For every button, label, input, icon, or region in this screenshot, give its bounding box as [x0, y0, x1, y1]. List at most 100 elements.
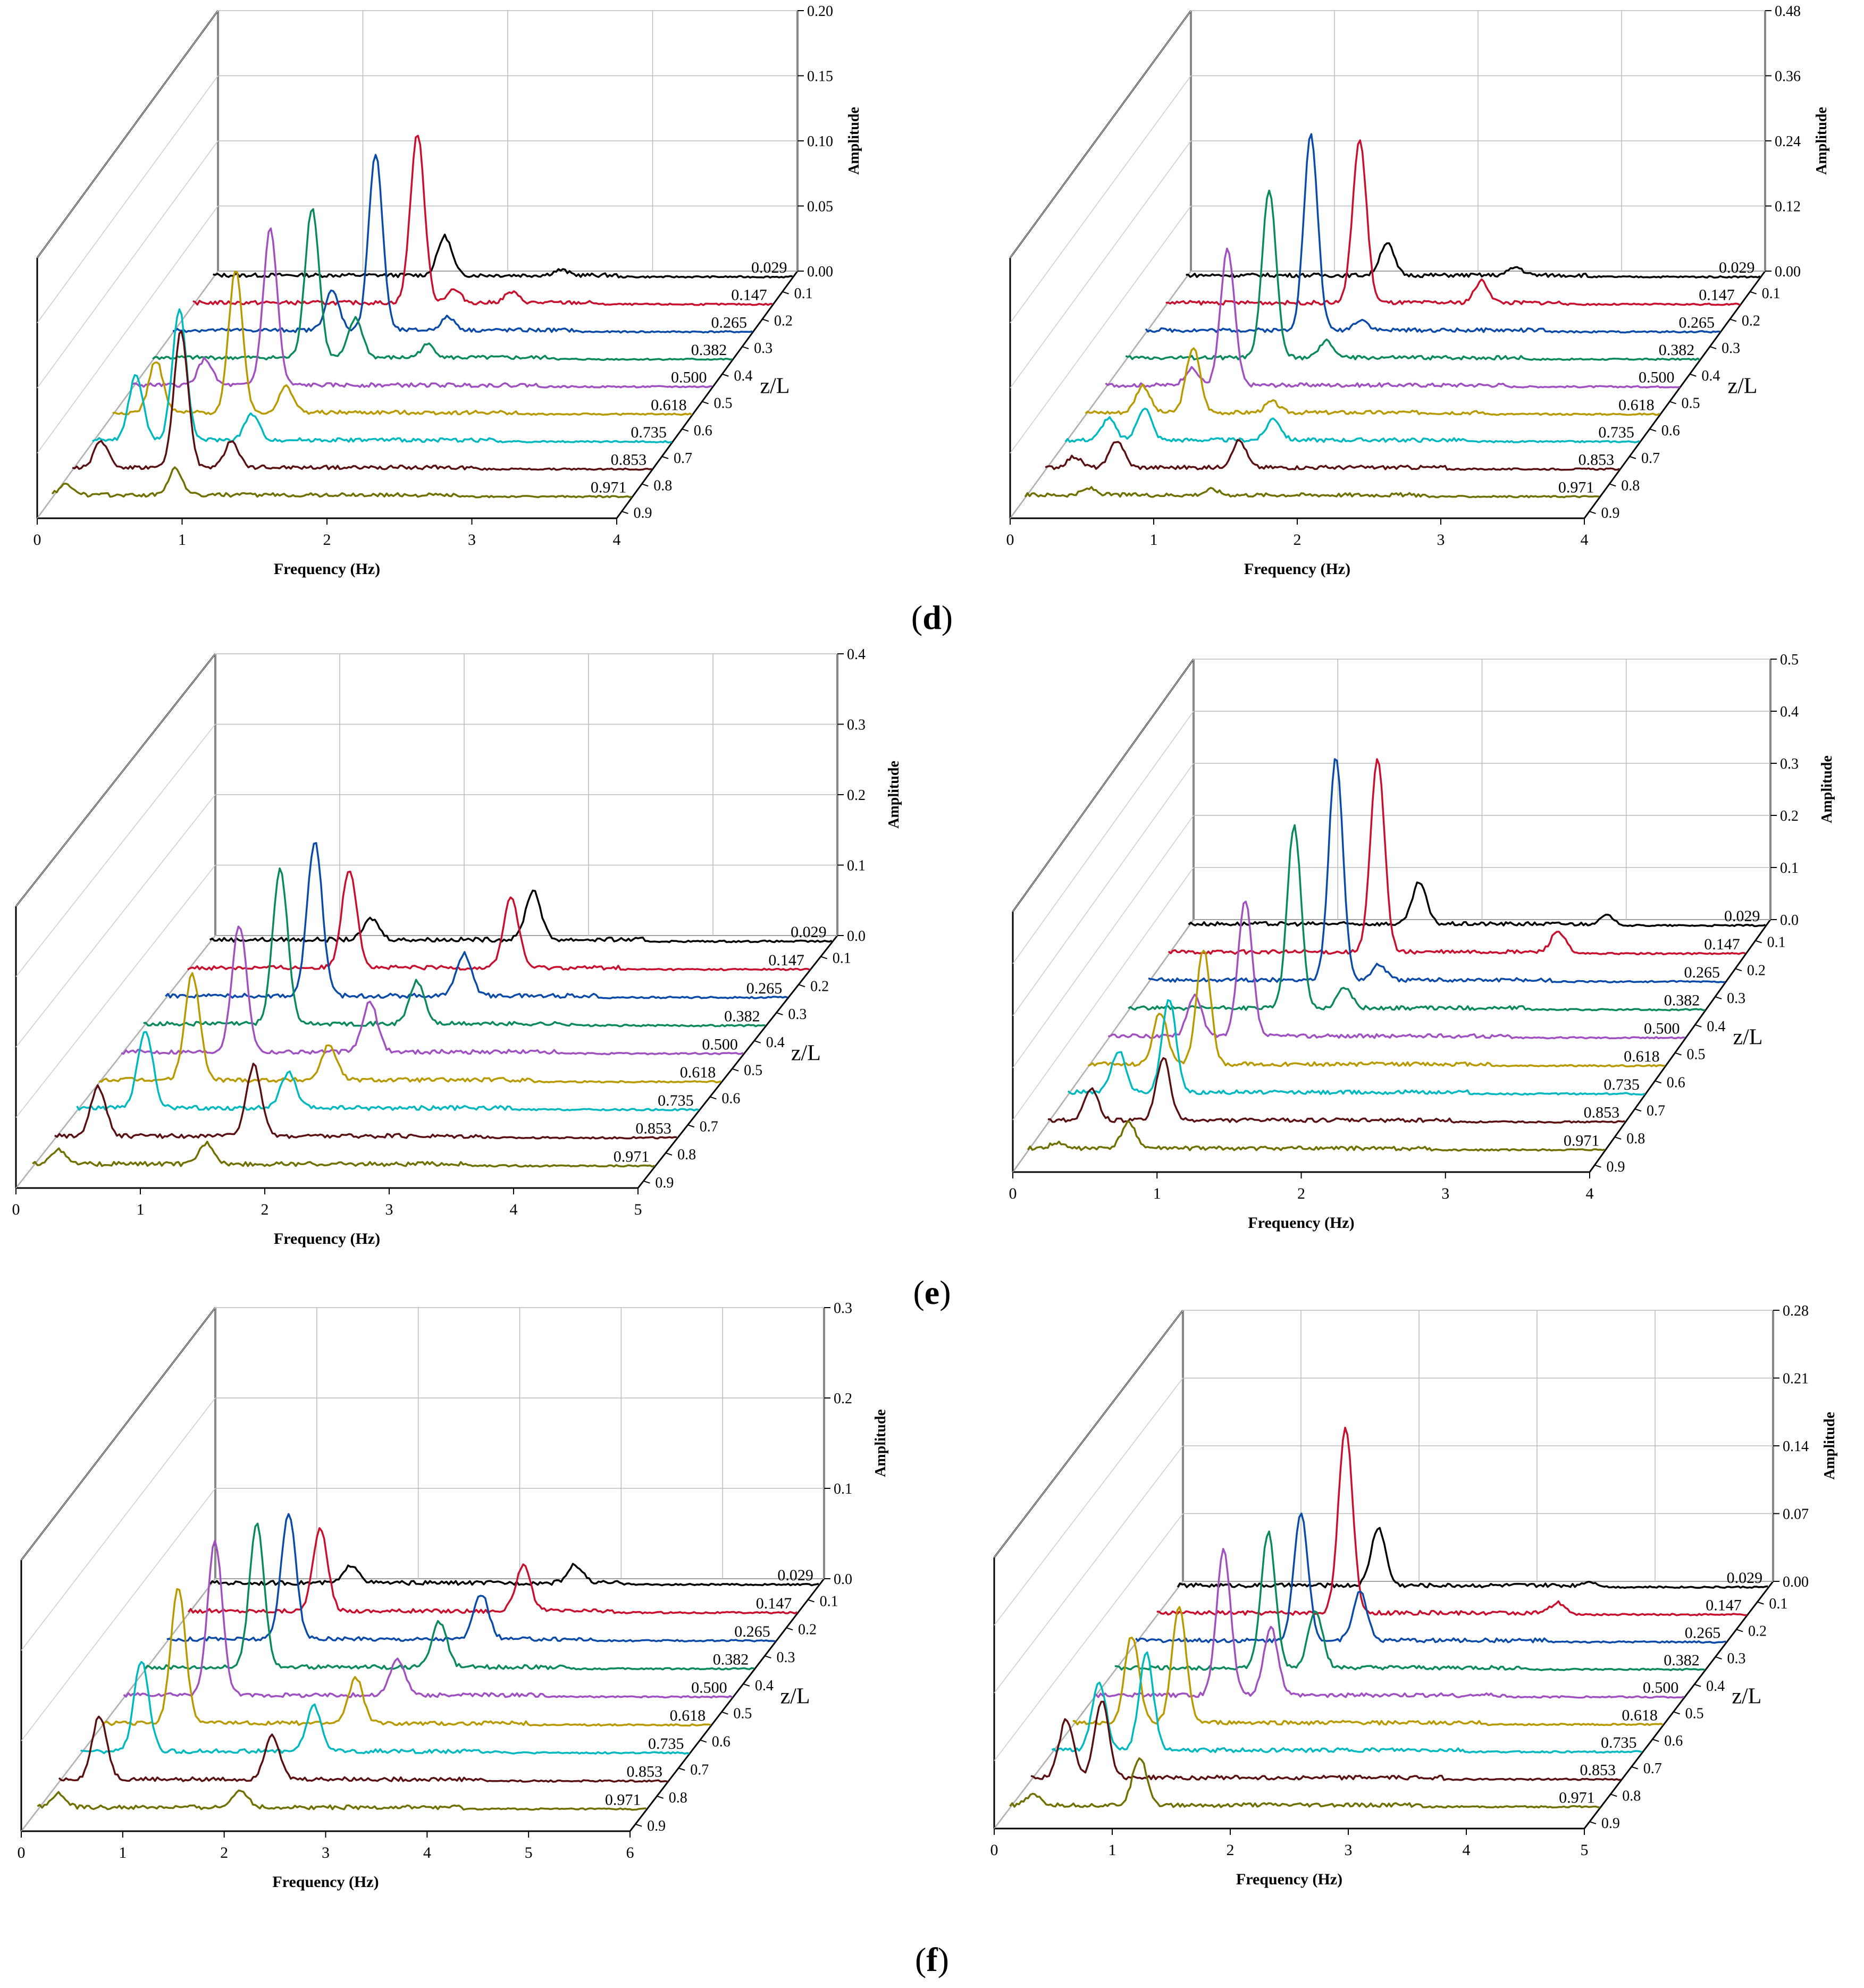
- series-label: 0.853: [635, 1120, 671, 1138]
- series-label: 0.618: [680, 1064, 716, 1081]
- x-tick-label: 4: [510, 1201, 518, 1218]
- depth-tick: [1750, 291, 1757, 294]
- depth-tick-label: 0.8: [1621, 477, 1640, 494]
- depth-tick: [1669, 401, 1676, 405]
- grid-line-diagonal: [994, 1310, 1183, 1558]
- series-line-0.853: [1047, 1057, 1625, 1124]
- series-line-0.735: [1051, 1651, 1642, 1754]
- chart-d-left: 0 1 2 3 4 0.00 0.05 0.10 0.15 0.20 Amplitude Freque…: [33, 3, 863, 578]
- x-tick-label: 1: [137, 1201, 145, 1218]
- depth-tick-label: 0.7: [1647, 1102, 1665, 1119]
- depth-tick: [1589, 511, 1596, 515]
- depth-tick: [786, 1627, 793, 1631]
- grid-line-diagonal: [21, 1397, 216, 1651]
- grid-line-diagonal: [37, 206, 219, 453]
- depth-axis-label: z/L: [1732, 1684, 1761, 1709]
- depth-tick-label: 0.7: [674, 450, 692, 467]
- depth-tick: [798, 984, 805, 988]
- depth-tick: [665, 1152, 673, 1156]
- series-label: 0.265: [1684, 964, 1720, 981]
- z-tick-label: 0.14: [1783, 1438, 1809, 1455]
- grid-line-diagonal: [37, 10, 219, 258]
- x-tick-label: 2: [220, 1844, 228, 1861]
- x-tick-label: 4: [423, 1844, 431, 1861]
- depth-tick-label: 0.2: [1747, 962, 1766, 979]
- panel-label-f: (f): [915, 1941, 949, 1978]
- z-tick-label: 0.4: [1780, 704, 1799, 720]
- series-label: 0.500: [1643, 1679, 1679, 1697]
- depth-tick-label: 0.8: [1626, 1131, 1645, 1147]
- x-tick-label: 2: [323, 531, 331, 549]
- depth-axis: [637, 935, 838, 1189]
- depth-tick-label: 0.1: [1769, 1596, 1787, 1612]
- depth-tick: [782, 291, 789, 294]
- frequency-axis-label: Frequency (Hz): [274, 1230, 380, 1248]
- series-label: 0.853: [1578, 451, 1615, 469]
- series-line-0.618: [1085, 347, 1660, 416]
- series-line-0.147: [187, 870, 810, 972]
- depth-tick-label: 0.9: [1601, 505, 1619, 521]
- depth-tick-label: 0.6: [1667, 1074, 1685, 1091]
- depth-tick-label: 0.5: [714, 395, 733, 411]
- series-line-0.147: [1156, 1427, 1747, 1616]
- series-label: 0.265: [746, 980, 783, 997]
- depth-tick-label: 0.6: [721, 1090, 740, 1107]
- series-line-0.618: [1072, 1606, 1664, 1726]
- series-line-0.147: [192, 134, 773, 306]
- series-label: 0.735: [648, 1735, 684, 1753]
- depth-tick: [1589, 1821, 1597, 1825]
- series-line-0.500: [123, 1539, 733, 1699]
- series-line-0.382: [143, 867, 766, 1027]
- chart-e-left: 0 1 2 3 4 50.00.10.20.30.4AmplitudeFrequency …: [12, 646, 903, 1248]
- depth-tick: [661, 456, 669, 459]
- series-label: 0.029: [1727, 1569, 1763, 1587]
- depth-tick: [710, 1096, 717, 1100]
- x-tick-label: 1: [1109, 1841, 1116, 1859]
- grid-line-diagonal: [15, 865, 216, 1118]
- depth-tick-label: 0.5: [744, 1063, 762, 1079]
- frequency-axis-label: Frequency (Hz): [1236, 1871, 1342, 1888]
- depth-tick-label: 0.2: [798, 1621, 817, 1638]
- series-label: 0.147: [1699, 287, 1735, 304]
- depth-tick: [635, 1823, 642, 1827]
- series-line-0.265: [1145, 133, 1720, 334]
- amplitude-axis-label: Amplitude: [1819, 755, 1835, 823]
- depth-tick: [700, 1739, 707, 1743]
- grid-line-diagonal: [1010, 140, 1191, 389]
- depth-tick-label: 0.3: [776, 1649, 795, 1666]
- depth-tick: [762, 318, 769, 322]
- series-label: 0.618: [670, 1707, 706, 1724]
- depth-tick-label: 0.3: [1722, 340, 1740, 357]
- series-line-0.853: [58, 1715, 668, 1783]
- series-line-0.382: [1125, 189, 1701, 361]
- series-label: 0.618: [1618, 396, 1655, 414]
- depth-axis-label: z/L: [780, 1684, 810, 1708]
- z-tick-label: 0.3: [1780, 756, 1799, 772]
- series-line-0.971: [37, 1789, 646, 1811]
- x-tick-label: 0: [18, 1844, 26, 1861]
- series-label: 0.029: [751, 259, 787, 276]
- series-line-0.971: [1024, 486, 1600, 499]
- x-tick-label: 5: [525, 1844, 533, 1861]
- depth-tick-label: 0.2: [774, 313, 793, 329]
- series-label: 0.382: [724, 1008, 760, 1025]
- series-line-0.735: [1064, 407, 1640, 444]
- depth-tick: [1673, 1711, 1680, 1715]
- series-line-0.029: [209, 889, 833, 944]
- series-label: 0.265: [711, 314, 748, 331]
- series-line-0.618: [101, 1588, 711, 1727]
- series-label: 0.971: [1559, 1789, 1595, 1806]
- depth-axis-label: z/L: [791, 1041, 821, 1065]
- depth-axis: [1583, 271, 1766, 519]
- z-tick-label: 0.10: [807, 133, 833, 150]
- grid-line-diagonal: [1012, 711, 1194, 964]
- depth-tick-label: 0.1: [820, 1594, 838, 1610]
- series-label: 0.853: [1584, 1104, 1620, 1122]
- grid-line-diagonal: [37, 75, 219, 323]
- series-label: 0.147: [756, 1595, 792, 1612]
- depth-tick-label: 0.8: [653, 477, 672, 494]
- series-label: 0.382: [1664, 1652, 1700, 1669]
- amplitude-axis-label: Amplitude: [1813, 107, 1830, 175]
- x-tick-label: 3: [1441, 1185, 1449, 1202]
- x-tick-label: 2: [261, 1201, 269, 1218]
